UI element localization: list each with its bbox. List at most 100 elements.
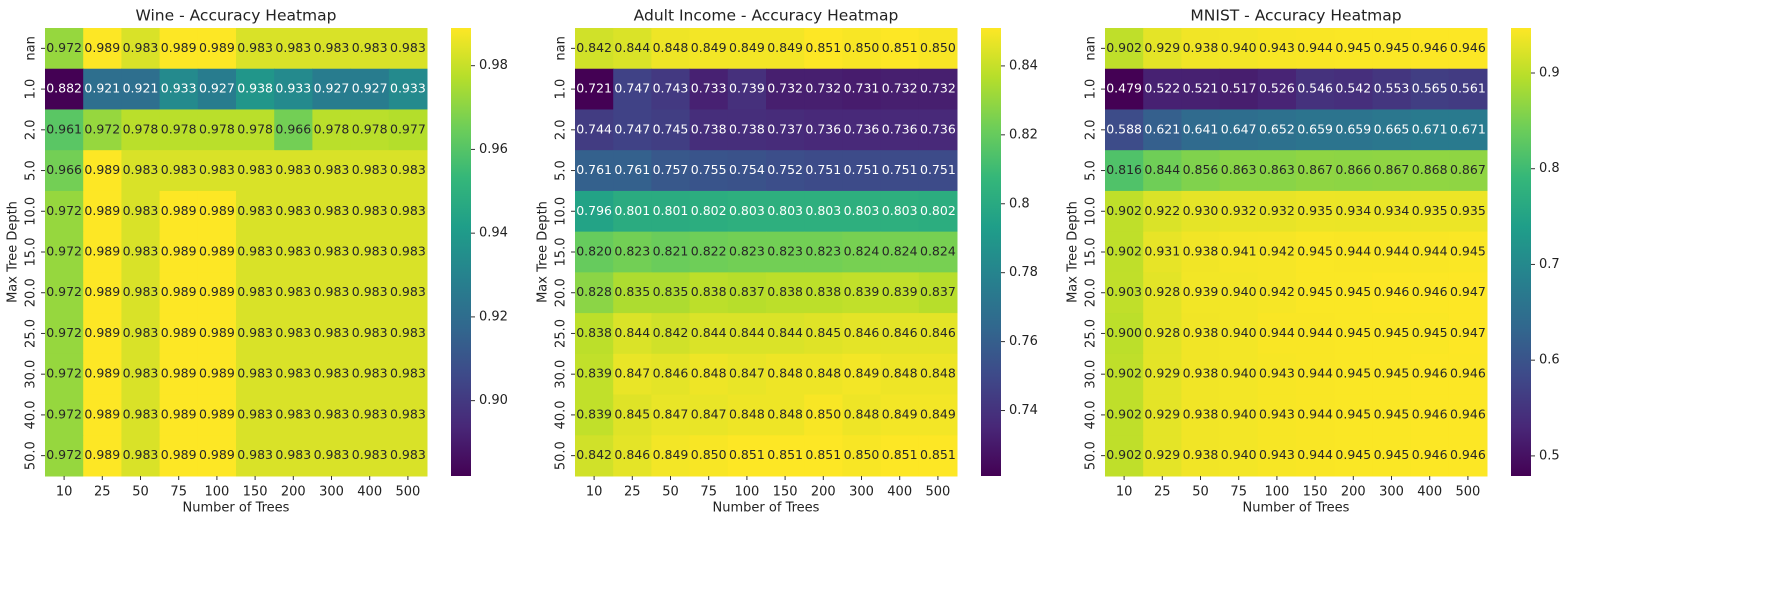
cell-label: 0.983 bbox=[275, 284, 311, 299]
cell-label: 0.621 bbox=[1144, 121, 1180, 136]
cell-label: 0.933 bbox=[275, 81, 311, 96]
cell-label: 0.944 bbox=[1374, 244, 1410, 259]
heatmap-cell bbox=[651, 190, 691, 233]
cell-label: 0.647 bbox=[1221, 121, 1257, 136]
cell-label: 0.867 bbox=[1450, 162, 1486, 177]
cell-label: 0.902 bbox=[1106, 40, 1142, 55]
cell-label: 0.847 bbox=[614, 366, 650, 381]
cell-label: 0.851 bbox=[805, 447, 841, 462]
cell-label: 0.983 bbox=[161, 162, 197, 177]
cell-label: 0.944 bbox=[1297, 40, 1333, 55]
cell-label: 0.931 bbox=[1144, 244, 1180, 259]
cell-label: 0.903 bbox=[1106, 284, 1142, 299]
cell-label: 0.801 bbox=[653, 203, 689, 218]
cell-label: 0.983 bbox=[314, 203, 350, 218]
heatmap-cell bbox=[83, 190, 122, 233]
heatmap-cell bbox=[804, 28, 843, 70]
colorbar-tick-label: 0.6 bbox=[1539, 353, 1560, 368]
cell-label: 0.851 bbox=[805, 40, 841, 55]
heatmap-cell bbox=[804, 272, 843, 314]
cell-label: 0.946 bbox=[1374, 284, 1410, 299]
cell-label: 0.665 bbox=[1374, 121, 1410, 136]
cell-label: 0.972 bbox=[46, 325, 82, 340]
heatmap-cell bbox=[880, 109, 920, 151]
heatmap-cell bbox=[45, 272, 84, 314]
heatmap-cell bbox=[1410, 353, 1450, 396]
heatmap-cell bbox=[1257, 190, 1297, 233]
heatmap-cell bbox=[842, 231, 882, 273]
x-tick-label: 150 bbox=[1303, 485, 1328, 500]
x-tick-label: 200 bbox=[281, 485, 306, 500]
heatmap-cell bbox=[918, 190, 958, 233]
heatmap-cell bbox=[388, 68, 428, 110]
y-tick-label: 15.0 bbox=[554, 238, 569, 267]
cell-label: 0.983 bbox=[123, 244, 159, 259]
heatmap-cell bbox=[83, 231, 122, 273]
cell-label: 0.938 bbox=[1183, 325, 1219, 340]
heatmap-cell bbox=[45, 150, 84, 192]
heatmap-cell bbox=[121, 435, 161, 477]
heatmap-cell bbox=[1448, 190, 1488, 233]
heatmap-cell bbox=[1448, 231, 1488, 273]
cell-label: 0.846 bbox=[844, 325, 880, 340]
cell-label: 0.761 bbox=[614, 162, 650, 177]
heatmap-cell bbox=[83, 435, 122, 477]
heatmap-cell bbox=[236, 28, 275, 70]
cell-label: 0.983 bbox=[275, 406, 311, 421]
cell-label: 0.849 bbox=[653, 447, 689, 462]
heatmap-cell bbox=[83, 394, 122, 436]
heatmap-cell bbox=[312, 394, 352, 436]
heatmap-cell bbox=[388, 150, 428, 192]
cell-label: 0.844 bbox=[614, 325, 650, 340]
y-tick-label: 25.0 bbox=[24, 319, 39, 348]
cell-label: 0.844 bbox=[614, 40, 650, 55]
cell-label: 0.989 bbox=[161, 203, 197, 218]
heatmap-cell bbox=[804, 231, 843, 273]
cell-label: 0.743 bbox=[653, 81, 689, 96]
heatmap-cell bbox=[1181, 272, 1221, 314]
heatmap-cell bbox=[727, 28, 767, 70]
heatmap-cell bbox=[1257, 150, 1297, 192]
x-tick-label: 10 bbox=[586, 485, 603, 500]
heatmap-cell bbox=[613, 435, 652, 477]
cell-label: 0.983 bbox=[352, 284, 388, 299]
heatmap-cell bbox=[236, 190, 275, 233]
heatmap-cell bbox=[1410, 109, 1450, 151]
cell-label: 0.902 bbox=[1106, 203, 1142, 218]
y-tick-label: 10.0 bbox=[24, 197, 39, 226]
cell-label: 0.835 bbox=[614, 284, 650, 299]
cell-label: 0.989 bbox=[161, 244, 197, 259]
heatmap-cell bbox=[1410, 190, 1450, 233]
heatmap-cell bbox=[880, 190, 920, 233]
heatmap-cell bbox=[1334, 272, 1373, 314]
heatmap-cell bbox=[159, 109, 199, 151]
cell-label: 0.796 bbox=[576, 203, 612, 218]
heatmap-cell bbox=[1372, 313, 1412, 355]
heatmap-cell bbox=[1372, 28, 1412, 70]
heatmap-cell bbox=[236, 353, 275, 396]
heatmap-cell bbox=[766, 435, 805, 477]
cell-label: 0.849 bbox=[882, 406, 918, 421]
heatmap-cell bbox=[236, 272, 275, 314]
heatmap-cell bbox=[388, 272, 428, 314]
cell-label: 0.989 bbox=[84, 366, 120, 381]
colorbar-tick-label: 0.9 bbox=[1539, 65, 1560, 80]
cell-label: 0.983 bbox=[352, 406, 388, 421]
heatmap-cell bbox=[1448, 28, 1488, 70]
heatmap-cell bbox=[651, 150, 691, 192]
heatmap-cell bbox=[121, 353, 161, 396]
cell-label: 0.972 bbox=[84, 121, 120, 136]
heatmap-cell bbox=[312, 353, 352, 396]
cell-label: 0.754 bbox=[729, 162, 765, 177]
y-tick-label: 2.0 bbox=[24, 119, 39, 140]
cell-label: 0.946 bbox=[1450, 366, 1486, 381]
cell-label: 0.847 bbox=[729, 366, 765, 381]
heatmap-cell bbox=[1219, 435, 1259, 477]
cell-label: 0.989 bbox=[84, 162, 120, 177]
cell-label: 0.517 bbox=[1221, 81, 1257, 96]
heatmap-cell bbox=[388, 353, 428, 396]
heatmap-cell bbox=[159, 272, 199, 314]
cell-label: 0.928 bbox=[1144, 284, 1180, 299]
cell-label: 0.983 bbox=[390, 162, 426, 177]
